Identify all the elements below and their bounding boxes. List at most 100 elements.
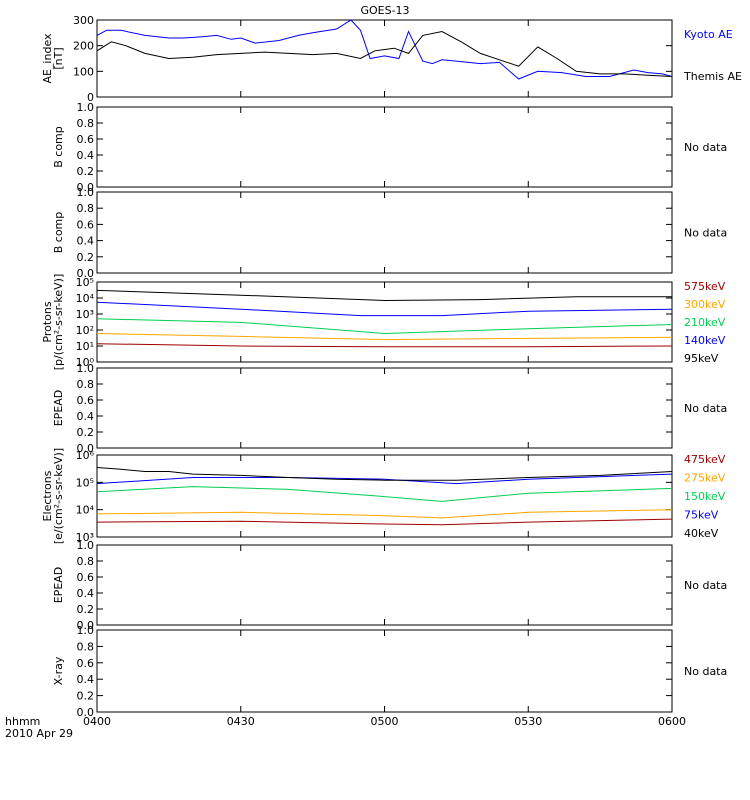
y-tick-label: 10³ [76,531,94,544]
x-tick-label: 0430 [227,715,255,728]
y-tick-label: 0.4 [77,410,95,423]
y-tick-label: 0.0 [77,267,95,280]
y-axis-label-epead1: EPEAD [52,390,65,427]
panel-frame-bcomp2 [96,191,673,274]
series-lines [96,19,673,526]
y-tick-label: 300 [73,14,94,27]
y-axis-label-epead2: EPEAD [52,567,65,604]
x-axis-label-hhmm: hhmm [5,715,40,728]
y-axis-label-bcomp1: B comp [52,126,65,168]
series-line-40kev [96,467,673,481]
axis-ticks: 01002003000.00.20.40.60.81.00.00.20.40.6… [73,14,686,728]
y-axis-label-xray: X-ray [52,656,65,685]
x-tick-label: 0400 [83,715,111,728]
legend-475kev: 475keV [684,453,726,466]
y-tick-label: 10⁵ [76,476,94,489]
y-tick-label: 0.6 [77,218,95,231]
legend-75kev: 75keV [684,509,719,522]
panel-frame-epead1 [96,367,673,449]
no-data-label: No data [684,402,727,415]
y-axis-label-protons: Protons [41,301,54,342]
legend-labels: AE_index[nT] Kyoto AE Themis AE B comp No da… [41,28,742,685]
y-tick-label: 10³ [76,308,94,321]
y-tick-label: 0.8 [77,202,95,215]
y-tick-label: 0.2 [77,165,95,178]
series-line-75kev [96,473,673,485]
y-tick-label: 1.0 [77,186,95,199]
y-tick-label: 10⁶ [76,449,95,462]
y-tick-label: 10⁰ [76,356,95,369]
no-data-label: No data [684,141,727,154]
series-line-150kev [96,486,673,502]
series-line-475kev [96,518,673,526]
y-axis-label-ae: [nT] [52,47,65,69]
legend-150kev: 150keV [684,490,726,503]
legend-themis-ae: Themis AE [683,70,742,83]
chart-title: GOES-13 [360,4,409,17]
y-tick-label: 0.4 [77,673,95,686]
panel-frame-bcomp1 [96,106,673,188]
series-line-210kev [96,318,673,335]
y-tick-label: 0.2 [77,603,95,616]
y-tick-label: 1.0 [77,101,95,114]
y-tick-label: 0.4 [77,149,95,162]
series-line-140kev [96,301,673,317]
y-axis-label-protons: [p/(cm²-s-sr-keV)] [52,274,65,371]
panel-frame-ae [96,19,673,98]
y-tick-label: 0.8 [77,117,95,130]
panel-frame-protons [96,281,673,363]
y-tick-label: 0.6 [77,394,95,407]
panel-frame-electrons [96,454,673,538]
y-tick-label: 200 [73,40,94,53]
legend-40kev: 40keV [684,527,719,540]
series-line-300kev [96,333,673,341]
series-line-275kev [96,509,673,519]
legend-575kev: 575keV [684,280,726,293]
y-tick-label: 1.0 [77,624,95,637]
y-axis-label-electrons: [e/(cm²-s-sr-keV)] [52,448,65,544]
panel-frames [96,19,673,713]
y-tick-label: 0.6 [77,133,95,146]
panel-frame-epead2 [96,544,673,626]
y-tick-label: 0.0 [77,442,95,455]
y-tick-label: 0.0 [77,619,95,632]
y-tick-label: 0.6 [77,657,95,670]
y-tick-label: 0.0 [77,181,95,194]
legend-275kev: 275keV [684,472,726,485]
no-data-label: No data [684,579,727,592]
x-tick-label: 0600 [658,715,686,728]
y-tick-label: 0.2 [77,426,95,439]
y-tick-label: 0.2 [77,251,95,264]
y-tick-label: 0.8 [77,555,95,568]
y-tick-label: 0.8 [77,640,95,653]
series-line-themis-ae [96,30,673,77]
legend-kyoto-ae: Kyoto AE [684,28,733,41]
y-tick-label: 1.0 [77,539,95,552]
y-tick-label: 1.0 [77,362,95,375]
legend-95kev: 95keV [684,352,719,365]
no-data-label: No data [684,227,727,240]
y-axis-label-ae: AE_index [41,33,54,84]
series-line-575kev [96,343,673,348]
y-tick-label: 100 [73,65,94,78]
legend-300kev: 300keV [684,298,726,311]
panel-frame-xray [96,629,673,713]
y-tick-label: 0.6 [77,571,95,584]
series-line-95kev [96,289,672,302]
y-tick-label: 10⁴ [76,504,95,517]
y-tick-label: 10² [76,324,94,337]
x-tick-label: 0500 [371,715,399,728]
y-tick-label: 10⁵ [76,276,94,289]
y-tick-label: 0.0 [77,706,95,719]
legend-210kev: 210keV [684,316,726,329]
y-axis-label-electrons: Electrons [41,470,54,521]
y-tick-label: 0 [87,91,94,104]
y-tick-label: 0.4 [77,235,95,248]
x-axis-label-date: 2010 Apr 29 [5,727,73,740]
y-axis-label-bcomp2: B comp [52,212,65,254]
y-tick-label: 0.4 [77,587,95,600]
y-tick-label: 0.8 [77,378,95,391]
y-tick-label: 10¹ [76,340,94,353]
y-tick-label: 0.2 [77,690,95,703]
